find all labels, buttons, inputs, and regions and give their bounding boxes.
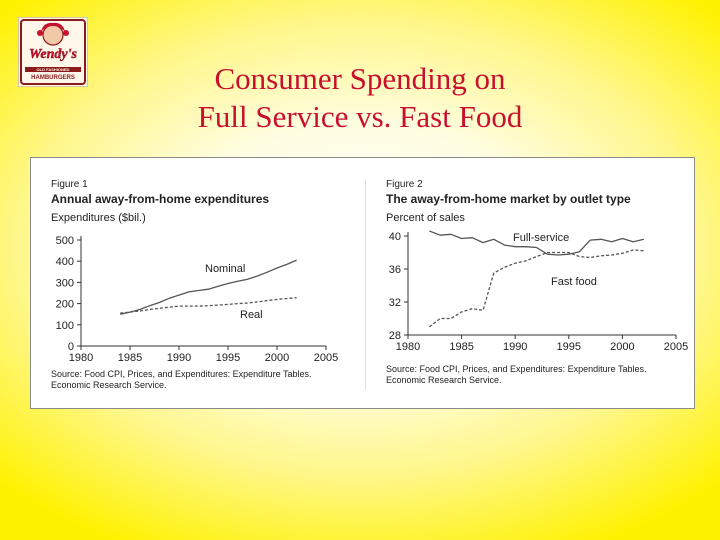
slide-title-line2: Full Service vs. Fast Food: [197, 99, 523, 134]
logo-tagline: OLD FASHIONED: [37, 67, 70, 72]
y-tick-label: 200: [56, 299, 74, 311]
slide-title: Consumer Spending on Full Service vs. Fa…: [100, 60, 620, 136]
x-tick-label: 1995: [557, 341, 581, 353]
series-line-fast-food: [429, 249, 644, 328]
x-tick-label: 1995: [216, 352, 240, 364]
y-tick-label: 40: [389, 231, 401, 243]
logo-wordmark: Wendy's: [29, 47, 78, 62]
x-tick-label: 1985: [449, 341, 473, 353]
y-tick-label: 0: [68, 341, 74, 353]
chart-title: The away-from-home market by outlet type: [386, 192, 631, 206]
x-tick-label: 1985: [118, 352, 142, 364]
source-note-line2: Economic Research Service.: [386, 375, 502, 385]
x-tick-label: 2005: [314, 352, 338, 364]
y-tick-label: 300: [56, 277, 74, 289]
y-tick-label: 32: [389, 297, 401, 309]
x-tick-label: 1980: [396, 341, 420, 353]
panel-divider: [365, 180, 366, 390]
y-tick-label: 100: [56, 320, 74, 332]
x-tick-label: 2000: [610, 341, 634, 353]
y-tick-label: 36: [389, 264, 401, 276]
x-tick-label: 1990: [503, 341, 527, 353]
figures-panel: Figure 1 Annual away-from-home expenditur…: [30, 157, 695, 409]
figure-1: Figure 1 Annual away-from-home expenditur…: [31, 158, 361, 408]
source-note: Source: Food CPI, Prices, and Expenditur…: [386, 364, 646, 374]
figure-label: Figure 1: [51, 179, 88, 190]
y-tick-label: 500: [56, 235, 74, 247]
logo-subtitle: HAMBURGERS: [31, 75, 75, 81]
source-note: Source: Food CPI, Prices, and Expenditur…: [51, 369, 311, 379]
series-label: Full-service: [513, 232, 569, 244]
wendys-logo: Wendy's OLD FASHIONED HAMBURGERS: [18, 17, 88, 87]
series-label: Real: [240, 309, 263, 321]
x-tick-label: 2000: [265, 352, 289, 364]
series-line-full-service: [429, 230, 644, 256]
y-tick-label: 400: [56, 256, 74, 268]
source-note-line2: Economic Research Service.: [51, 380, 167, 390]
slide-title-line1: Consumer Spending on: [214, 61, 506, 96]
figure-label: Figure 2: [386, 179, 423, 190]
series-line-nominal: [120, 259, 297, 315]
y-axis-label: Percent of sales: [386, 212, 465, 224]
figure-1-chart: Figure 1 Annual away-from-home expenditur…: [51, 179, 338, 390]
figure-2-chart: Figure 2 The away-from-home market by out…: [386, 179, 688, 385]
figure-2: Figure 2 The away-from-home market by out…: [373, 158, 694, 408]
series-line-real: [120, 297, 297, 314]
series-label: Nominal: [205, 263, 245, 275]
wendys-logo-graphic: Wendy's OLD FASHIONED HAMBURGERS: [20, 19, 86, 85]
x-tick-label: 1980: [69, 352, 93, 364]
chart-title: Annual away-from-home expenditures: [51, 192, 269, 206]
series-label: Fast food: [551, 276, 597, 288]
girl-face-icon: [42, 24, 64, 46]
x-tick-label: 2005: [664, 341, 688, 353]
y-tick-label: 28: [389, 330, 401, 342]
x-tick-label: 1990: [167, 352, 191, 364]
y-axis-label: Expenditures ($bil.): [51, 212, 146, 224]
